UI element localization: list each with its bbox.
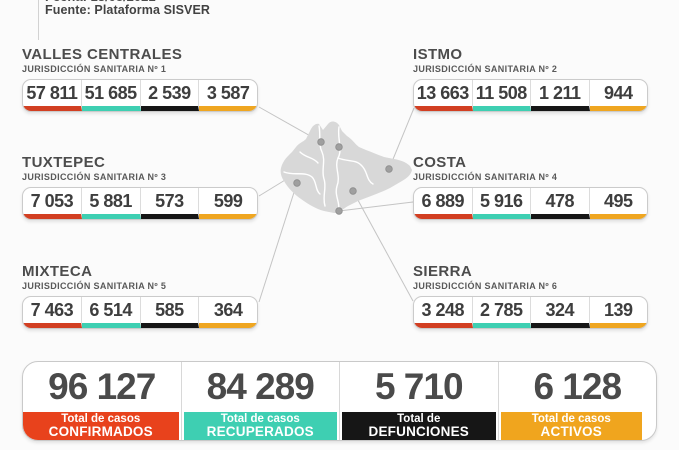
total-recovered-cell: 84 289 Total de casos RECUPERADOS [182,362,340,440]
connector-sierra [352,190,414,302]
region-stats-card: 7 053 5 881 573 599 [22,187,258,220]
region-subtitle: JURISDICCIÓN SANITARIA Nº 3 [22,172,167,182]
region-stats-card: 7 463 6 514 585 364 [22,296,258,329]
total-confirmed-label: Total de casos CONFIRMADOS [23,412,179,440]
region-costa: COSTA JURISDICCIÓN SANITARIA Nº 4 6 889 … [413,155,648,220]
region-title: ISTMO [413,46,463,63]
region-title: VALLES CENTRALES [22,46,183,63]
label-line-2: ACTIVOS [540,423,602,439]
active-count: 139 [589,297,647,328]
deaths-count: 1 211 [531,80,590,111]
dot-mixteca [293,179,301,187]
recovered-count: 11 508 [472,80,531,111]
region-subtitle: JURISDICCIÓN SANITARIA Nº 6 [413,281,558,291]
deaths-count: 585 [140,297,200,328]
total-active-value: 6 128 [533,366,622,407]
region-subtitle: JURISDICCIÓN SANITARIA Nº 5 [22,281,167,291]
recovered-count: 51 685 [81,80,141,111]
total-recovered-value: 84 289 [206,366,315,407]
total-deaths-cell: 5 710 Total de DEFUNCIONES [340,362,499,440]
region-title: TUXTEPEC [22,154,106,171]
label-line-2: RECUPERADOS [206,423,314,439]
region-stats-card: 57 811 51 685 2 539 3 587 [22,79,258,112]
active-count: 364 [199,297,257,328]
region-stats-card: 13 663 11 508 1 211 944 [413,79,648,112]
recovered-count: 6 514 [81,297,141,328]
region-subtitle: JURISDICCIÓN SANITARIA Nº 4 [413,172,558,182]
header-date-clipped: Fecha: 13/08/2021 [45,0,245,4]
region-tuxtepec: TUXTEPEC JURISDICCIÓN SANITARIA Nº 3 7 0… [22,155,258,220]
active-count: 944 [589,80,647,111]
total-confirmed-value: 96 127 [48,366,156,407]
region-stats-card: 3 248 2 785 324 139 [413,296,648,329]
total-deaths-label: Total de DEFUNCIONES [342,412,496,440]
dot-costa [335,207,343,215]
dot-tuxtepec [335,143,343,151]
total-recovered-label: Total de casos RECUPERADOS [183,412,337,440]
region-stats-card: 6 889 5 916 478 495 [413,187,648,220]
oaxaca-state-shape [280,121,412,213]
region-mixteca: MIXTECA JURISDICCIÓN SANITARIA Nº 5 7 46… [22,264,258,329]
label-line-2: CONFIRMADOS [48,423,153,439]
connector-costa [338,201,414,212]
confirmed-count: 3 248 [414,297,473,328]
header-source-text: Fuente: Plataforma SISVER [45,3,211,17]
dot-istmo [385,165,393,173]
region-subtitle: JURISDICCIÓN SANITARIA Nº 2 [413,64,558,74]
connector-istmo [388,107,415,170]
region-subtitle: JURISDICCIÓN SANITARIA Nº 1 [22,64,167,74]
header-date-text: Fecha: 13/08/2021 [45,0,245,4]
confirmed-count: 7 463 [23,297,82,328]
recovered-count: 5 881 [81,188,141,219]
total-active-cell: 6 128 Total de casos ACTIVOS [499,362,657,440]
confirmed-count: 7 053 [23,188,82,219]
label-line-1: Total de casos [61,412,141,425]
region-istmo: ISTMO JURISDICCIÓN SANITARIA Nº 2 13 663… [413,47,648,112]
connector-mixteca [258,182,298,303]
total-confirmed-cell: 96 127 Total de casos CONFIRMADOS [23,362,182,440]
label-line-2: DEFUNCIONES [368,423,469,439]
deaths-count: 478 [531,188,590,219]
deaths-count: 324 [531,297,590,328]
active-count: 3 587 [199,80,257,111]
region-valles-centrales: VALLES CENTRALES JURISDICCIÓN SANITARIA … [22,47,258,112]
recovered-count: 5 916 [472,188,531,219]
total-deaths-value: 5 710 [374,366,464,407]
total-active-label: Total de casos ACTIVOS [500,412,642,440]
region-title: MIXTECA [22,263,93,280]
deaths-count: 2 539 [140,80,200,111]
label-line-1: Total de casos [220,412,300,425]
active-count: 495 [589,188,647,219]
deaths-count: 573 [140,188,200,219]
active-count: 599 [199,188,257,219]
jurisdiction-dots [293,138,393,215]
dot-valles-centrales [317,138,325,146]
header-divider-line [38,0,39,40]
confirmed-count: 6 889 [414,188,473,219]
region-title: COSTA [413,154,467,171]
label-line-1: Total de casos [531,412,611,425]
confirmed-count: 57 811 [23,80,82,111]
state-totals-bar: 96 127 Total de casos CONFIRMADOS 84 289… [22,361,657,441]
region-title: SIERRA [413,263,473,280]
region-sierra: SIERRA JURISDICCIÓN SANITARIA Nº 6 3 248… [413,264,648,329]
confirmed-count: 13 663 [414,80,473,111]
recovered-count: 2 785 [472,297,531,328]
label-line-1: Total de [397,412,441,425]
dot-sierra [349,187,357,195]
